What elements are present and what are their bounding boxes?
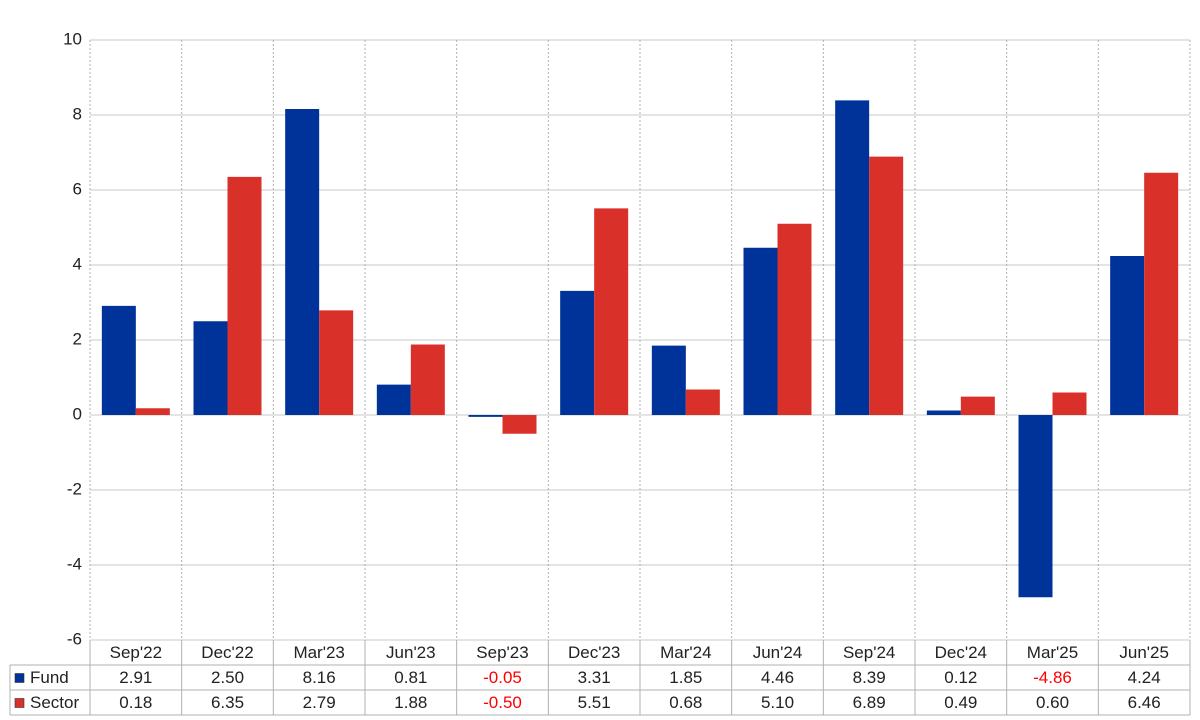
table-value: 5.51 [578, 693, 611, 712]
table-value: 2.79 [303, 693, 336, 712]
y-tick-label: 8 [73, 104, 82, 123]
table-value: 0.12 [944, 668, 977, 687]
table-value: 0.60 [1036, 693, 1069, 712]
y-tick-label: 0 [73, 404, 82, 423]
bar [560, 290, 595, 415]
bar [926, 410, 961, 415]
bar [960, 396, 995, 415]
table-value: 1.88 [394, 693, 427, 712]
bar [835, 100, 870, 415]
table-value: 0.68 [669, 693, 702, 712]
bar [1018, 415, 1053, 598]
table-value: 6.46 [1128, 693, 1161, 712]
x-tick-label: Sep'22 [110, 643, 162, 662]
bar [227, 176, 262, 415]
bar [1144, 172, 1179, 415]
bar [869, 156, 904, 415]
table-value: 5.10 [761, 693, 794, 712]
table-value: 4.46 [761, 668, 794, 687]
bar [502, 415, 537, 434]
legend-swatch [14, 673, 25, 683]
x-tick-label: Jun'25 [1119, 643, 1169, 662]
bar [410, 344, 445, 415]
table-value: 8.39 [853, 668, 886, 687]
bar [285, 109, 320, 415]
bar [376, 384, 411, 415]
bar [685, 389, 720, 415]
table-value: 0.18 [119, 693, 152, 712]
table-value: 0.81 [394, 668, 427, 687]
bar [651, 345, 686, 415]
table-value: 1.85 [669, 668, 702, 687]
table-value: 6.35 [211, 693, 244, 712]
x-tick-label: Jun'23 [386, 643, 436, 662]
x-tick-label: Sep'24 [843, 643, 895, 662]
x-tick-label: Dec'22 [201, 643, 253, 662]
table-value: 6.89 [853, 693, 886, 712]
table-value: -4.86 [1033, 668, 1072, 687]
y-tick-label: 10 [63, 29, 82, 48]
table-value: -0.50 [483, 693, 522, 712]
y-tick-label: 2 [73, 329, 82, 348]
table-value: 0.49 [944, 693, 977, 712]
bar [594, 208, 629, 415]
bar [1052, 392, 1087, 415]
x-tick-label: Mar'25 [1027, 643, 1078, 662]
y-tick-label: -2 [67, 479, 82, 498]
bar [468, 415, 503, 417]
table-value: 3.31 [578, 668, 611, 687]
x-tick-label: Jun'24 [753, 643, 803, 662]
y-tick-label: -6 [67, 629, 82, 648]
bar [101, 305, 136, 415]
bar [193, 321, 228, 415]
x-tick-label: Dec'23 [568, 643, 620, 662]
legend-swatch [14, 698, 25, 708]
legend-label: Sector [30, 693, 79, 712]
table-value: -0.05 [483, 668, 522, 687]
table-value: 2.91 [119, 668, 152, 687]
table-value: 8.16 [303, 668, 336, 687]
legend-label: Fund [30, 668, 69, 687]
bar [743, 247, 778, 415]
x-tick-label: Sep'23 [476, 643, 528, 662]
table-value: 4.24 [1128, 668, 1161, 687]
y-tick-label: 4 [73, 254, 82, 273]
y-tick-label: -4 [67, 554, 82, 573]
bar [777, 223, 812, 415]
y-tick-label: 6 [73, 179, 82, 198]
table-value: 2.50 [211, 668, 244, 687]
x-tick-label: Mar'24 [660, 643, 711, 662]
bar [135, 408, 170, 415]
bar [1110, 256, 1145, 415]
x-tick-label: Mar'23 [293, 643, 344, 662]
x-tick-label: Dec'24 [935, 643, 987, 662]
bar [319, 310, 354, 415]
